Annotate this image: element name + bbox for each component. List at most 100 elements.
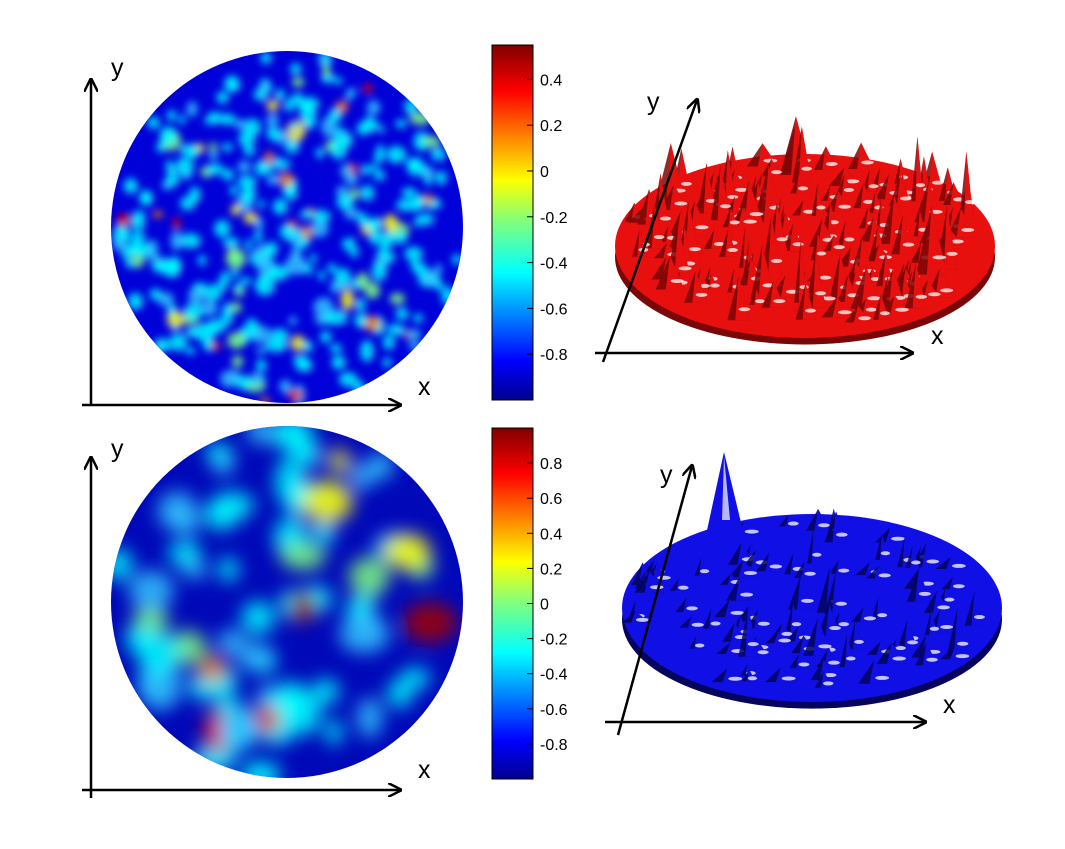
top-surface-highlight <box>819 275 832 280</box>
bottom-speckle <box>271 684 305 720</box>
bottom-surface-highlight <box>944 597 955 602</box>
bottom-surface-highlight <box>791 622 802 627</box>
bottom-surface-highlight <box>835 532 848 537</box>
bottom-surface-highlight <box>798 662 810 667</box>
top-speckle <box>178 114 186 125</box>
top-speckle <box>260 52 272 65</box>
top-speckle <box>264 339 288 353</box>
top-speckle <box>230 204 241 216</box>
top-speckle <box>302 97 320 111</box>
top-speckle <box>405 329 422 340</box>
bottom-speckle <box>167 540 202 567</box>
top-speckle <box>342 238 354 251</box>
bottom-colorbar-tick-label: 0.8 <box>540 456 562 473</box>
top-speckle <box>366 100 381 116</box>
bottom-speckle <box>356 697 383 738</box>
bottom-surface-highlight <box>769 564 783 569</box>
top-speckle <box>229 185 238 196</box>
top-surface-highlight <box>773 299 786 304</box>
top-speckle <box>382 357 392 368</box>
bottom-surface-highlight <box>952 584 965 589</box>
top-speckle <box>131 230 145 244</box>
top-speckle <box>330 280 341 294</box>
top-speckle <box>320 331 332 343</box>
top-surface-y-axis <box>601 100 697 363</box>
top-speckle <box>206 319 226 334</box>
top-speckle <box>237 160 251 173</box>
bottom-surface-highlight <box>823 673 837 678</box>
top-surface-highlight <box>710 283 720 288</box>
top-surface-highlight <box>902 242 915 247</box>
top-surface-highlight <box>695 292 708 297</box>
top-speckle <box>260 163 273 175</box>
bottom-speckle <box>241 600 275 635</box>
bottom-surface-highlight <box>973 615 985 620</box>
top-speckle <box>288 316 298 326</box>
top-speckle <box>389 292 405 305</box>
bottom-speckle <box>111 548 133 581</box>
top-speckle <box>255 347 267 355</box>
top-surface-highlight <box>749 212 764 217</box>
top-surface-highlight <box>763 158 778 163</box>
top-speckle <box>180 144 190 156</box>
top-surface-highlight <box>735 187 749 192</box>
bottom-speckle <box>217 557 239 582</box>
bottom-surface-tall-peak-highlight <box>722 456 730 520</box>
top-speckle <box>287 390 303 401</box>
top-speckle <box>202 335 213 352</box>
bottom-surface-highlight <box>747 642 759 647</box>
top-speckle <box>290 335 306 352</box>
top-surface-highlight <box>755 299 765 304</box>
top-speckle <box>245 239 253 251</box>
bottom-surface-highlight <box>635 617 649 622</box>
top-speckle <box>169 333 187 352</box>
bottom-surface-highlight <box>838 568 850 573</box>
top-speckle <box>234 119 246 130</box>
top-surface-highlight <box>900 196 912 201</box>
top-speckle <box>407 159 423 177</box>
top-surface-highlight <box>867 296 882 301</box>
top-surface-highlight <box>865 307 877 312</box>
top-speckle <box>156 141 166 153</box>
top-speckle <box>369 164 379 172</box>
top-colorbar-tick-label: 0 <box>540 164 549 181</box>
top-speckle <box>334 77 343 85</box>
bottom-speckle <box>217 629 247 655</box>
top-speckle <box>159 126 177 145</box>
top-surface-highlight <box>816 205 826 210</box>
top-speckle <box>197 255 207 266</box>
bottom-surface-highlight <box>926 559 940 564</box>
top-speckle <box>374 152 384 164</box>
top-speckle <box>310 219 329 238</box>
top-speckle <box>243 118 261 136</box>
top-speckle <box>165 159 174 174</box>
top-speckle <box>349 188 360 200</box>
bottom-colorbar-tick-label: -0.8 <box>540 737 568 754</box>
top-surface-highlight <box>816 251 827 256</box>
top-speckle <box>272 157 286 171</box>
top-speckle <box>395 307 409 321</box>
bottom-surface-x-label: x <box>943 691 956 719</box>
bottom-surface-highlight <box>854 639 864 644</box>
top-speckle <box>181 172 192 180</box>
bottom-surface-highlight <box>929 626 940 631</box>
top-surface-highlight <box>695 225 709 230</box>
bottom-colorbar-ticks: 0.8 0.6 0.4 0.2 0 -0.2 -0.4 -0.6 -0.8 <box>527 456 568 754</box>
top-surface-highlight <box>815 291 827 296</box>
top-speckle <box>176 160 194 177</box>
top-speckle <box>232 267 239 279</box>
top-speckle <box>237 175 257 188</box>
top-speckle <box>157 292 174 307</box>
bottom-speckle <box>273 426 314 453</box>
top-speckle <box>410 259 421 271</box>
top-speckle <box>404 98 418 115</box>
bottom-surface-highlight <box>757 650 769 655</box>
top-speckle <box>387 323 405 336</box>
bottom-speckle <box>246 426 276 445</box>
bottom-speckle <box>301 480 353 524</box>
top-speckle <box>343 196 354 208</box>
top-colorbar-tick-label: -0.4 <box>540 256 568 273</box>
bottom-surface-y-label: y <box>660 461 673 489</box>
top-speckle <box>255 217 264 232</box>
bottom-surface-highlight <box>781 631 793 636</box>
